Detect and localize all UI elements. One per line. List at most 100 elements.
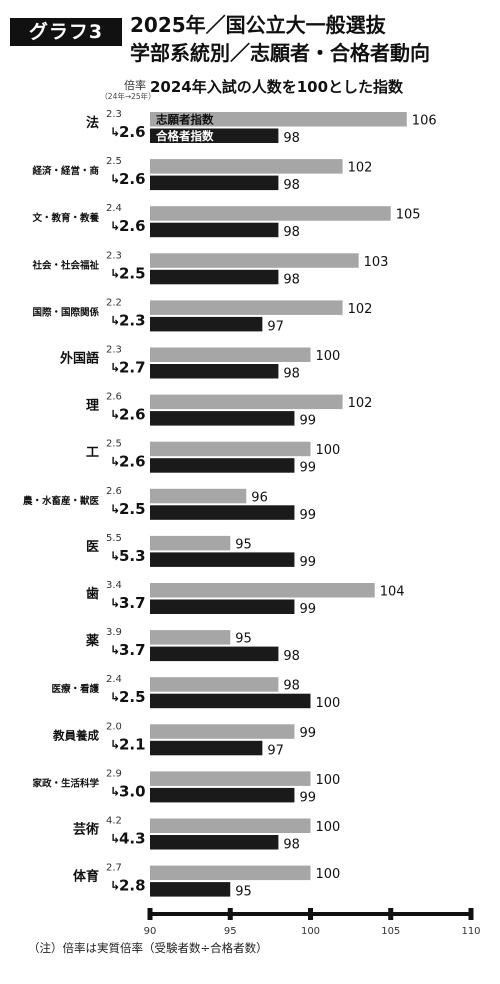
passer-bar bbox=[150, 835, 279, 850]
passer-value-label: 97 bbox=[267, 743, 284, 758]
graph-number-badge: グラフ3 bbox=[10, 18, 122, 46]
category-label: 医 bbox=[86, 540, 99, 555]
passer-bar bbox=[150, 552, 295, 567]
ratio-2024-label: 2.0 bbox=[106, 721, 122, 732]
passer-bar bbox=[150, 222, 279, 238]
passer-value-label: 98 bbox=[283, 838, 300, 853]
ratio-column-subheader: （24年→25年） bbox=[100, 92, 156, 101]
ratio-arrow-icon: ↳ bbox=[110, 737, 120, 751]
ratio-2024-label: 2.3 bbox=[106, 345, 122, 356]
category-label: 薬 bbox=[85, 633, 100, 649]
legend-applicants: 志願者指数 bbox=[156, 113, 214, 127]
category-label: 医療・看護 bbox=[51, 683, 99, 695]
applicant-value-label: 105 bbox=[396, 208, 421, 223]
ratio-arrow-icon: ↳ bbox=[110, 266, 120, 280]
applicant-bar bbox=[150, 488, 247, 504]
applicant-bar bbox=[150, 630, 231, 645]
ratio-2025-label: 2.5 bbox=[119, 688, 146, 706]
applicant-value-label: 100 bbox=[316, 349, 341, 364]
category-label: 工 bbox=[86, 446, 99, 461]
applicant-bar bbox=[150, 159, 343, 174]
ratio-2025-label: 4.3 bbox=[119, 830, 146, 848]
ratio-2025-label: 3.7 bbox=[119, 594, 146, 612]
applicant-bar bbox=[150, 724, 295, 739]
ratio-2024-label: 2.5 bbox=[106, 156, 122, 167]
passer-bar bbox=[150, 599, 295, 614]
applicant-bar bbox=[150, 535, 231, 551]
applicant-bar bbox=[150, 253, 359, 268]
ratio-column-header: 倍率 bbox=[124, 79, 146, 92]
passer-value-label: 99 bbox=[299, 602, 316, 617]
passer-value-label: 99 bbox=[299, 414, 316, 429]
applicant-value-label: 99 bbox=[299, 726, 316, 741]
chart-subtitle: 2024年入試の人数を100とした指数 bbox=[150, 78, 404, 96]
ratio-2025-label: 2.6 bbox=[119, 123, 146, 141]
applicant-value-label: 98 bbox=[283, 679, 300, 694]
ratio-arrow-icon: ↳ bbox=[110, 832, 120, 846]
ratio-2025-label: 2.5 bbox=[119, 264, 146, 282]
passer-bar bbox=[150, 175, 279, 191]
passer-bar bbox=[150, 882, 231, 897]
applicant-value-label: 103 bbox=[364, 255, 389, 270]
applicant-value-label: 100 bbox=[316, 443, 341, 458]
ratio-2025-label: 5.3 bbox=[119, 547, 146, 565]
passer-bar bbox=[150, 128, 279, 143]
passer-bar bbox=[150, 787, 295, 803]
chart-title-line1: 2025年／国公立大一般選抜 bbox=[130, 13, 386, 37]
ratio-2025-label: 2.6 bbox=[119, 170, 146, 188]
ratio-2024-label: 5.5 bbox=[106, 533, 122, 544]
applicant-value-label: 100 bbox=[316, 867, 341, 882]
passer-bar bbox=[150, 740, 263, 756]
ratio-arrow-icon: ↳ bbox=[110, 502, 120, 516]
applicant-value-label: 102 bbox=[348, 396, 373, 411]
category-label: 理 bbox=[86, 399, 99, 414]
ratio-2024-label: 2.3 bbox=[106, 109, 122, 120]
x-tick-label: 90 bbox=[144, 926, 157, 937]
passer-bar bbox=[150, 458, 295, 473]
applicant-bar bbox=[150, 865, 311, 881]
applicant-bar bbox=[150, 347, 311, 362]
ratio-2024-label: 2.7 bbox=[106, 863, 122, 874]
ratio-arrow-icon: ↳ bbox=[110, 549, 120, 563]
applicant-value-label: 95 bbox=[235, 537, 252, 552]
ratio-arrow-icon: ↳ bbox=[110, 455, 120, 469]
applicant-value-label: 96 bbox=[251, 490, 268, 505]
ratio-2024-label: 2.4 bbox=[106, 674, 122, 685]
chart-title-line2: 学部系統別／志願者・合格者動向 bbox=[130, 41, 430, 65]
applicant-value-label: 106 bbox=[412, 114, 437, 129]
passer-value-label: 95 bbox=[235, 885, 252, 900]
ratio-2024-label: 4.2 bbox=[106, 816, 122, 827]
passer-value-label: 99 bbox=[299, 508, 316, 523]
passer-value-label: 98 bbox=[283, 367, 300, 382]
applicant-value-label: 95 bbox=[235, 632, 252, 647]
x-tick-mark bbox=[388, 908, 394, 920]
passer-value-label: 99 bbox=[299, 790, 316, 805]
applicant-bar bbox=[150, 583, 375, 598]
passer-value-label: 100 bbox=[316, 696, 341, 711]
ratio-2024-label: 3.9 bbox=[106, 627, 122, 638]
ratio-2024-label: 2.9 bbox=[106, 768, 122, 779]
ratio-2025-label: 2.6 bbox=[119, 406, 146, 424]
applicant-bar bbox=[150, 771, 311, 786]
category-label: 教員養成 bbox=[52, 728, 99, 742]
ratio-arrow-icon: ↳ bbox=[110, 408, 120, 422]
passer-bar bbox=[150, 646, 279, 662]
x-tick-label: 95 bbox=[224, 926, 237, 937]
passer-value-label: 99 bbox=[299, 461, 316, 476]
ratio-arrow-icon: ↳ bbox=[110, 313, 120, 327]
ratio-2025-label: 2.6 bbox=[119, 217, 146, 235]
category-label: 文・教育・教養 bbox=[31, 212, 99, 224]
ratio-arrow-icon: ↳ bbox=[110, 125, 120, 139]
ratio-arrow-icon: ↳ bbox=[110, 690, 120, 704]
applicant-value-label: 104 bbox=[380, 585, 405, 600]
applicant-value-label: 100 bbox=[316, 820, 341, 835]
applicant-bar bbox=[150, 394, 343, 410]
ratio-arrow-icon: ↳ bbox=[110, 361, 120, 375]
applicant-bar bbox=[150, 206, 391, 221]
applicant-bar bbox=[150, 818, 311, 833]
passer-value-label: 98 bbox=[283, 178, 300, 193]
ratio-arrow-icon: ↳ bbox=[110, 219, 120, 233]
ratio-arrow-icon: ↳ bbox=[110, 879, 120, 893]
passer-value-label: 97 bbox=[267, 319, 284, 334]
category-label: 外国語 bbox=[59, 351, 99, 367]
